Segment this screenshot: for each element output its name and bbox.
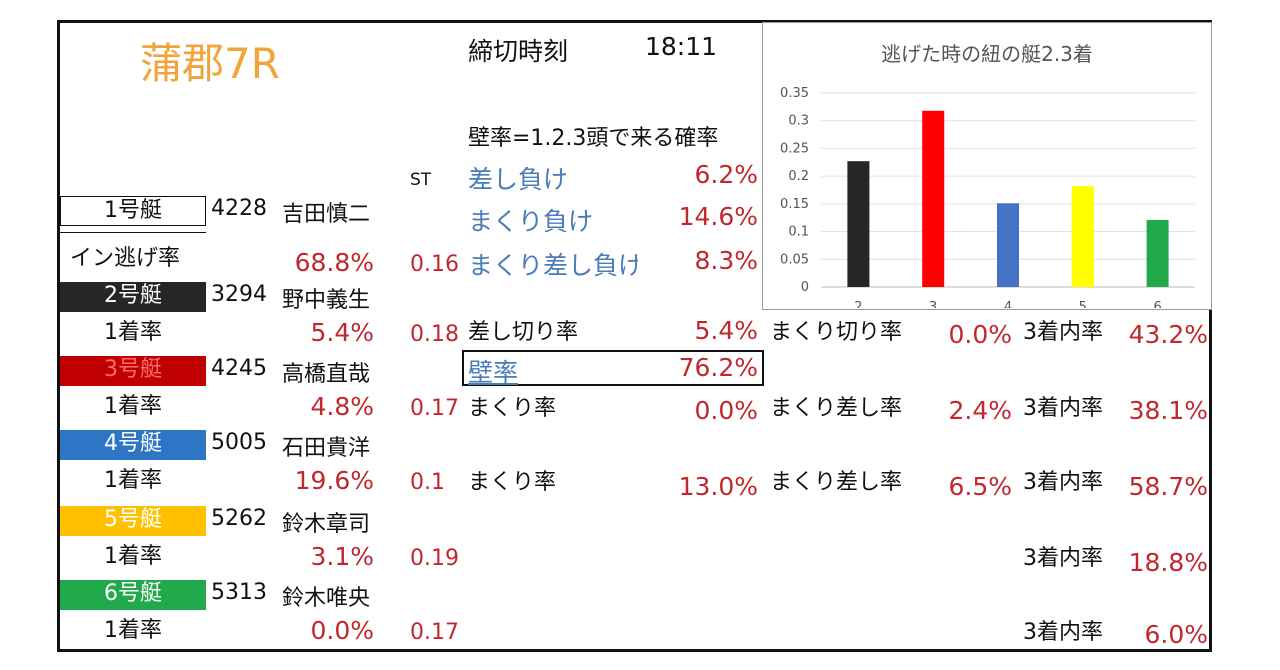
boat2-top3-label: 3着内率 bbox=[1023, 320, 1103, 345]
boat2-id: 3294 bbox=[211, 282, 267, 307]
boat5-st: 0.19 bbox=[410, 546, 459, 571]
boat3-st: 0.17 bbox=[410, 396, 459, 421]
boat2-makuri-label: まくり切り率 bbox=[770, 320, 903, 345]
boat2-top3-value: 43.2% bbox=[1128, 320, 1208, 349]
y-tick-label: 0.25 bbox=[780, 141, 809, 156]
boat4-makurisashi-value: 6.5% bbox=[948, 472, 1012, 501]
boat5-id: 5262 bbox=[211, 506, 267, 531]
boat6-badge: 6号艇 bbox=[60, 580, 206, 610]
wall-rate-label: 壁率 bbox=[468, 358, 519, 387]
y-tick-label: 0.05 bbox=[780, 252, 809, 267]
boat5-rate-label: 1着率 bbox=[104, 544, 162, 569]
bar-5 bbox=[1071, 186, 1094, 287]
wall-definition: 壁率=1.2.3頭で来る確率 bbox=[468, 126, 719, 151]
boat2-st: 0.18 bbox=[410, 322, 459, 347]
boat3-rate: 4.8% bbox=[310, 392, 374, 421]
y-tick-label: 0.15 bbox=[780, 197, 809, 212]
boat1-st: 0.16 bbox=[410, 252, 459, 277]
boat3-makuri-label: まくり率 bbox=[468, 396, 557, 421]
boat2-racer: 野中義生 bbox=[282, 288, 371, 313]
boat6-st: 0.17 bbox=[410, 620, 459, 645]
boat2-makuri-value: 0.0% bbox=[948, 320, 1012, 349]
y-tick-label: 0.35 bbox=[780, 86, 809, 101]
boat2-sashi-label: 差し切り率 bbox=[468, 320, 579, 345]
boat4-makuri-value: 13.0% bbox=[678, 472, 758, 501]
boat4-makurisashi-label: まくり差し率 bbox=[770, 470, 903, 495]
boat2-sashi-value: 5.4% bbox=[694, 316, 758, 345]
y-tick-label: 0.3 bbox=[788, 114, 809, 129]
boat1-id: 4228 bbox=[211, 196, 267, 221]
y-tick-label: 0 bbox=[801, 280, 809, 295]
boat5-top3-label: 3着内率 bbox=[1023, 546, 1103, 571]
boat6-top3-value: 6.0% bbox=[1144, 620, 1208, 649]
bar-4 bbox=[997, 203, 1019, 287]
boat6-rate-label: 1着率 bbox=[104, 618, 162, 643]
boat2-badge: 2号艇 bbox=[60, 282, 206, 312]
x-tick-label: 2 bbox=[854, 300, 862, 308]
y-tick-label: 0.1 bbox=[788, 225, 809, 240]
boat3-top3-value: 38.1% bbox=[1128, 396, 1208, 425]
boat4-rate: 19.6% bbox=[294, 466, 374, 495]
boat4-racer: 石田貴洋 bbox=[282, 436, 371, 461]
boat4-st: 0.1 bbox=[410, 470, 445, 495]
st-label: ST bbox=[410, 170, 432, 190]
boat5-rate: 3.1% bbox=[310, 542, 374, 571]
deadline-label: 締切時刻 bbox=[468, 37, 569, 66]
chart-panel: 逃げた時の紐の艇2.3着 0 0.05 0.1 0.15 0.2 0.25 0.3 0.35 2… bbox=[762, 22, 1212, 315]
boat3-rate-label: 1着率 bbox=[104, 394, 162, 419]
deadline-time: 18:11 bbox=[645, 32, 718, 61]
x-tick-label: 6 bbox=[1153, 300, 1161, 308]
boat3-makurisashi-label: まくり差し率 bbox=[770, 396, 903, 421]
boat6-rate: 0.0% bbox=[310, 616, 374, 645]
race-title: 蒲郡7R bbox=[140, 39, 280, 88]
bar-2 bbox=[847, 161, 870, 287]
makuri-make-label: まくり負け bbox=[468, 207, 594, 236]
boat3-id: 4245 bbox=[211, 356, 267, 381]
boat1-badge: 1号艇 bbox=[60, 196, 206, 226]
makuri-make-value: 14.6% bbox=[678, 202, 758, 231]
x-tick-label: 5 bbox=[1079, 300, 1087, 308]
boat1-rate-label: イン逃げ率 bbox=[70, 246, 181, 271]
y-tick-label: 0.2 bbox=[788, 169, 809, 184]
x-tick-label: 3 bbox=[929, 300, 937, 308]
boat3-makuri-value: 0.0% bbox=[694, 396, 758, 425]
boat4-top3-label: 3着内率 bbox=[1023, 470, 1103, 495]
boat6-id: 5313 bbox=[211, 580, 267, 605]
boat2-rate: 5.4% bbox=[310, 318, 374, 347]
sashi-make-value: 6.2% bbox=[694, 160, 758, 189]
boat1-rate: 68.8% bbox=[294, 248, 374, 277]
wall-rate-box bbox=[462, 350, 764, 386]
boat1-divider bbox=[60, 232, 206, 233]
boat5-top3-value: 18.8% bbox=[1128, 548, 1208, 577]
bar-6 bbox=[1146, 219, 1169, 287]
boat4-makuri-label: まくり率 bbox=[468, 470, 557, 495]
bar-chart: 逃げた時の紐の艇2.3着 0 0.05 0.1 0.15 0.2 0.25 0.3 0.35 2… bbox=[780, 42, 1195, 315]
bar-3 bbox=[922, 110, 945, 287]
makurisashi-make-label: まくり差し負け bbox=[468, 251, 638, 280]
boat4-top3-value: 58.7% bbox=[1128, 472, 1208, 501]
boat6-racer: 鈴木唯央 bbox=[282, 586, 371, 611]
main-frame bbox=[57, 20, 1212, 652]
makurisashi-make-value: 8.3% bbox=[694, 246, 758, 275]
boat3-makurisashi-value: 2.4% bbox=[948, 396, 1012, 425]
chart-title: 逃げた時の紐の艇2.3着 bbox=[881, 42, 1093, 66]
boat3-badge: 3号艇 bbox=[60, 356, 206, 386]
boat4-rate-label: 1着率 bbox=[104, 468, 162, 493]
sashi-make-label: 差し負け bbox=[468, 165, 569, 194]
boat4-id: 5005 bbox=[211, 430, 267, 455]
boat1-racer: 吉田慎二 bbox=[282, 202, 371, 227]
x-tick-label: 4 bbox=[1004, 300, 1012, 308]
boat6-top3-label: 3着内率 bbox=[1023, 620, 1103, 645]
boat3-top3-label: 3着内率 bbox=[1023, 396, 1103, 421]
boat3-racer: 高橋直哉 bbox=[282, 362, 371, 387]
boat5-racer: 鈴木章司 bbox=[282, 512, 371, 537]
wall-rate-value: 76.2% bbox=[678, 353, 758, 382]
boat4-badge: 4号艇 bbox=[60, 430, 206, 460]
boat2-rate-label: 1着率 bbox=[104, 320, 162, 345]
boat5-badge: 5号艇 bbox=[60, 506, 206, 536]
